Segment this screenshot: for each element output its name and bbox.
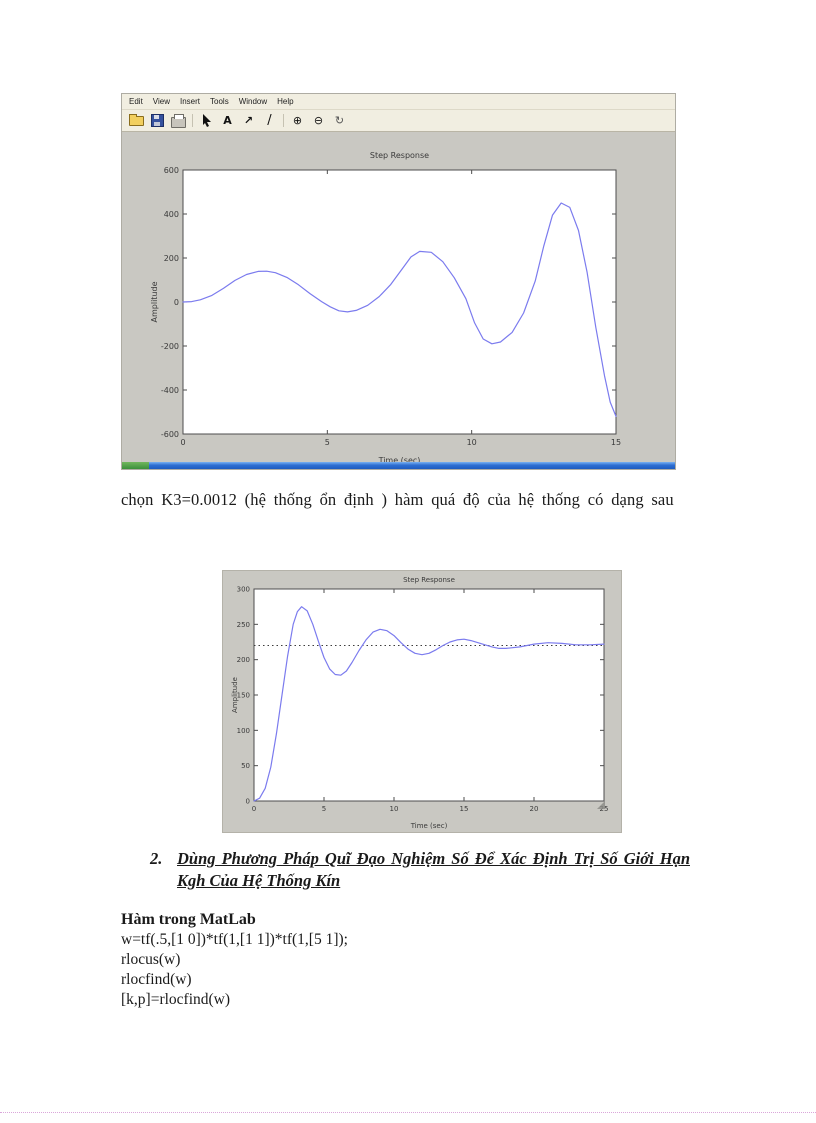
- menu-bar: Edit View Insert Tools Window Help: [122, 94, 675, 110]
- matlab-code-block: Hàm trong MatLab w=tf(.5,[1 0])*tf(1,[1 …: [121, 910, 348, 1010]
- rotate-icon: ↻: [334, 114, 345, 127]
- svg-text:Time (sec): Time (sec): [378, 456, 421, 465]
- svg-text:200: 200: [164, 254, 179, 263]
- svg-text:15: 15: [611, 438, 621, 447]
- print-icon: [171, 113, 186, 128]
- resize-grip[interactable]: [597, 801, 605, 809]
- svg-text:25: 25: [600, 805, 609, 813]
- pointer-button[interactable]: [196, 112, 217, 129]
- insert-line-button[interactable]: /: [259, 112, 280, 129]
- page-boundary-rule: [0, 1112, 816, 1113]
- svg-text:600: 600: [164, 166, 179, 175]
- code-line: [k,p]=rlocfind(w): [121, 991, 231, 1008]
- insert-text-button[interactable]: A: [217, 112, 238, 129]
- line-icon: /: [267, 113, 272, 128]
- svg-text:-200: -200: [161, 342, 179, 351]
- svg-text:20: 20: [530, 805, 539, 813]
- zoom-out-icon: ⊖: [313, 114, 324, 127]
- svg-text:Amplitude: Amplitude: [150, 281, 159, 322]
- menu-window[interactable]: Window: [238, 97, 268, 106]
- code-heading: Hàm trong MatLab: [121, 911, 256, 928]
- code-line: rlocus(w): [121, 951, 181, 968]
- insert-arrow-button[interactable]: ↗: [238, 112, 259, 129]
- menu-edit[interactable]: Edit: [129, 97, 143, 106]
- svg-text:5: 5: [325, 438, 330, 447]
- taskbar-start-fragment: [122, 462, 149, 469]
- svg-text:10: 10: [467, 438, 477, 447]
- svg-text:Step Response: Step Response: [403, 576, 455, 584]
- svg-text:-400: -400: [161, 386, 179, 395]
- svg-text:150: 150: [237, 691, 250, 699]
- rotate-3d-button[interactable]: ↻: [329, 112, 350, 129]
- open-file-button[interactable]: [126, 112, 147, 129]
- save-button[interactable]: [147, 112, 168, 129]
- toolbar-separator: [192, 114, 193, 127]
- code-line: rlocfind(w): [121, 971, 192, 988]
- svg-text:400: 400: [164, 210, 179, 219]
- pointer-cursor-icon: [203, 114, 211, 127]
- svg-text:200: 200: [237, 656, 250, 664]
- taskbar-strip: [122, 462, 675, 469]
- svg-text:50: 50: [241, 762, 250, 770]
- svg-text:100: 100: [237, 727, 250, 735]
- text-a-icon: A: [223, 114, 232, 127]
- svg-text:300: 300: [237, 585, 250, 593]
- svg-text:0: 0: [180, 438, 185, 447]
- svg-text:Step Response: Step Response: [370, 151, 429, 160]
- menu-insert[interactable]: Insert: [180, 97, 201, 106]
- menu-help[interactable]: Help: [277, 97, 294, 106]
- svg-text:0: 0: [252, 805, 256, 813]
- section-2-heading: 2. Dùng Phương Pháp Quĩ Đạo Nghiệm Số Để…: [150, 848, 690, 892]
- svg-text:Time (sec): Time (sec): [410, 822, 448, 830]
- matlab-figure-window-1: Edit View Insert Tools Window Help A ↗ /…: [121, 93, 676, 470]
- toolbar: A ↗ / ⊕ ⊖ ↻: [122, 110, 675, 132]
- section-number: 2.: [150, 849, 163, 868]
- svg-text:Amplitude: Amplitude: [231, 677, 239, 713]
- toolbar-separator: [283, 114, 284, 127]
- step-response-chart-unstable: 0 5 10 15 -600 -400 -200 0 200 400 600 Step Respons…: [150, 151, 621, 465]
- svg-text:15: 15: [460, 805, 469, 813]
- svg-text:10: 10: [390, 805, 399, 813]
- menu-view[interactable]: View: [152, 97, 170, 106]
- open-folder-icon: [129, 113, 144, 126]
- section-title: Dùng Phương Pháp Quĩ Đạo Nghiệm Số Để Xá…: [177, 849, 690, 890]
- zoom-in-button[interactable]: ⊕: [287, 112, 308, 129]
- menu-tools[interactable]: Tools: [210, 97, 229, 106]
- svg-text:-600: -600: [161, 430, 179, 439]
- svg-text:250: 250: [237, 621, 250, 629]
- zoom-out-button[interactable]: ⊖: [308, 112, 329, 129]
- code-line: w=tf(.5,[1 0])*tf(1,[1 1])*tf(1,[5 1]);: [121, 931, 348, 948]
- arrow-ne-icon: ↗: [243, 114, 254, 127]
- print-button[interactable]: [168, 112, 189, 129]
- save-floppy-icon: [151, 114, 164, 127]
- matlab-figure-window-2: 0 5 10 15 20 25 0 50 100 150 200 250 300 Step Respons…: [222, 570, 622, 833]
- body-paragraph: chọn K3=0.0012 (hệ thống ổn định ) hàm q…: [121, 490, 674, 509]
- zoom-in-icon: ⊕: [292, 114, 303, 127]
- svg-text:0: 0: [246, 797, 250, 805]
- svg-text:5: 5: [322, 805, 326, 813]
- svg-text:0: 0: [174, 298, 179, 307]
